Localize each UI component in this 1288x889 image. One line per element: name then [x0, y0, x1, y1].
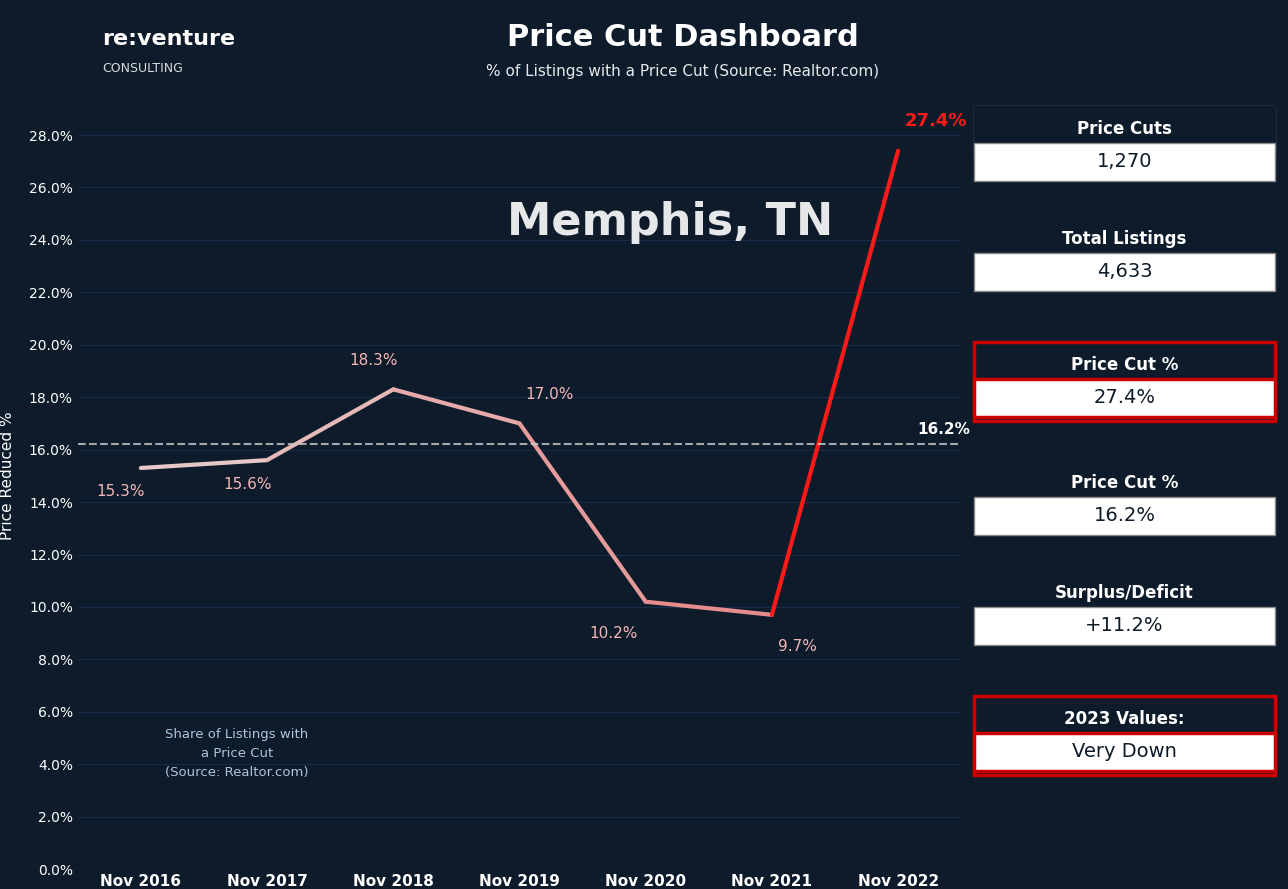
FancyBboxPatch shape [974, 342, 1275, 420]
Text: Metro, State: Metro, State [981, 112, 1054, 125]
FancyBboxPatch shape [974, 570, 1275, 649]
Text: Memphis, TN: Memphis, TN [981, 133, 1068, 147]
Text: re:venture: re:venture [102, 29, 236, 49]
Text: 27.4%: 27.4% [904, 112, 967, 130]
Text: (Nov 2022): (Nov 2022) [1087, 254, 1162, 267]
Text: Price Cut Dashboard: Price Cut Dashboard [507, 23, 859, 52]
Text: +11.2%: +11.2% [1086, 616, 1164, 635]
Text: Surplus/Deficit: Surplus/Deficit [1055, 584, 1194, 603]
Y-axis label: Price Reduced %: Price Reduced % [0, 412, 15, 541]
FancyBboxPatch shape [974, 733, 1275, 771]
FancyBboxPatch shape [974, 607, 1275, 645]
FancyBboxPatch shape [974, 497, 1275, 535]
Text: Price Cut %: Price Cut % [1070, 474, 1179, 493]
FancyBboxPatch shape [974, 106, 1275, 157]
Text: 27.4%: 27.4% [1094, 388, 1155, 406]
Text: 1,270: 1,270 [1097, 152, 1153, 171]
FancyBboxPatch shape [974, 143, 1275, 180]
Text: Price Cuts: Price Cuts [1077, 120, 1172, 139]
Text: 16.2%: 16.2% [1094, 506, 1155, 525]
Text: 15.3%: 15.3% [97, 485, 146, 500]
Text: Memphis, TN: Memphis, TN [506, 201, 833, 244]
Text: 4,633: 4,633 [1097, 262, 1153, 281]
FancyBboxPatch shape [974, 696, 1275, 774]
Text: (Avg 2016-2022): (Avg 2016-2022) [1069, 498, 1180, 511]
Text: (Nov 2022): (Nov 2022) [1087, 144, 1162, 157]
Text: 18.3%: 18.3% [349, 353, 398, 368]
FancyBboxPatch shape [974, 106, 1275, 185]
Text: 17.0%: 17.0% [526, 388, 574, 403]
FancyBboxPatch shape [974, 216, 1275, 295]
Text: 9.7%: 9.7% [778, 639, 817, 654]
Text: 15.6%: 15.6% [223, 477, 272, 492]
FancyBboxPatch shape [974, 253, 1275, 291]
Text: Share of Listings with
a Price Cut
(Source: Realtor.com): Share of Listings with a Price Cut (Sour… [165, 727, 309, 779]
Text: (Nov 2022): (Nov 2022) [1087, 380, 1162, 393]
Text: 10.2%: 10.2% [589, 626, 638, 641]
FancyBboxPatch shape [974, 379, 1275, 417]
Text: 16.2%: 16.2% [917, 421, 970, 436]
Text: ▼: ▼ [1249, 124, 1257, 133]
Text: 2023 Values:: 2023 Values: [1064, 710, 1185, 728]
Text: Total Listings: Total Listings [1063, 230, 1186, 248]
Text: % of Listings with a Price Cut (Source: Realtor.com): % of Listings with a Price Cut (Source: … [487, 64, 880, 79]
Text: Price Cut %: Price Cut % [1070, 356, 1179, 374]
Text: Very Down: Very Down [1072, 741, 1177, 761]
FancyBboxPatch shape [974, 461, 1275, 539]
Text: CONSULTING: CONSULTING [102, 62, 183, 75]
